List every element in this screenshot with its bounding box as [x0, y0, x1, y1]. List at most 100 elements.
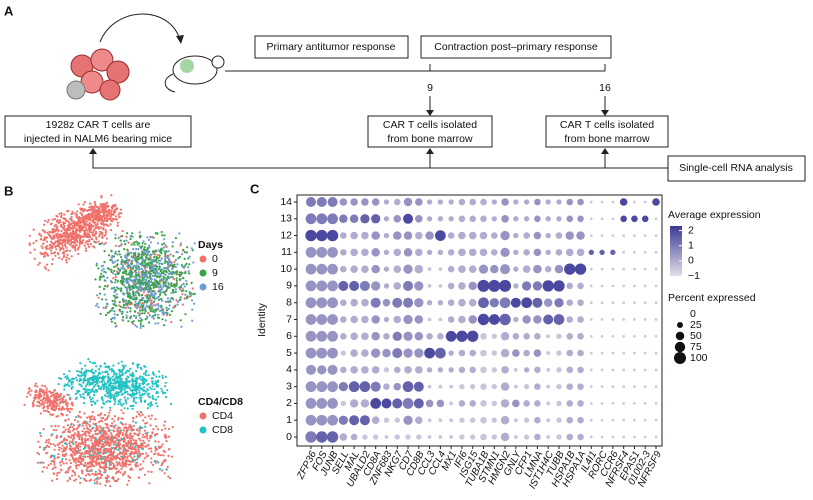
- tsne-point: [112, 450, 115, 453]
- tsne-point: [164, 459, 167, 462]
- tsne-point: [129, 303, 132, 306]
- dot: [393, 198, 401, 206]
- tsne-point: [114, 301, 117, 304]
- tsne-point: [68, 257, 71, 260]
- tsne-point: [64, 228, 67, 231]
- tsne-point: [55, 429, 58, 432]
- dot: [437, 249, 444, 256]
- dot: [371, 366, 380, 374]
- tsne-point: [170, 282, 173, 285]
- tsne-point: [55, 233, 58, 236]
- tsne-point: [155, 425, 158, 428]
- tsne-point: [185, 280, 188, 283]
- tsne-point: [138, 452, 141, 455]
- tsne-point: [157, 440, 160, 443]
- tsne-point: [142, 460, 145, 463]
- tsne-point: [90, 237, 93, 241]
- dot: [393, 282, 402, 290]
- tsne-point: [79, 211, 82, 214]
- dot: [633, 200, 636, 204]
- dot: [479, 231, 488, 240]
- tsne-point: [159, 279, 162, 282]
- tsne-point: [97, 387, 100, 390]
- dot: [370, 398, 382, 409]
- tsne-point: [103, 402, 106, 405]
- dot: [458, 248, 466, 257]
- tsne-point: [188, 295, 191, 298]
- tsne-point: [53, 234, 56, 237]
- tsne-point: [51, 237, 54, 240]
- tsne-point: [131, 381, 134, 384]
- tsne-point: [59, 235, 62, 239]
- tsne-point: [163, 238, 166, 241]
- dot: [619, 198, 628, 206]
- tsne-point: [29, 393, 32, 396]
- tsne-point: [110, 425, 114, 428]
- tsne-point: [92, 447, 95, 450]
- tsne-point: [128, 423, 131, 426]
- tsne-point: [72, 447, 75, 450]
- tsne-point: [105, 387, 108, 390]
- tsne-point: [168, 304, 171, 307]
- tsne-point: [144, 267, 147, 270]
- tsne-point: [193, 242, 196, 245]
- tsne-point: [125, 442, 128, 445]
- tsne-point: [141, 312, 144, 315]
- tsne-point: [191, 308, 194, 311]
- tsne-point: [114, 278, 117, 281]
- dot: [426, 367, 433, 373]
- tsne-point: [110, 456, 113, 459]
- tsne-point: [130, 270, 133, 273]
- tsne-point: [158, 250, 162, 253]
- dot: [643, 318, 647, 321]
- tsne-point: [68, 370, 71, 373]
- tsne-point: [150, 450, 153, 453]
- tsne-point: [148, 275, 152, 278]
- dot: [470, 434, 476, 440]
- tsne-point: [166, 389, 169, 392]
- tsne-point: [133, 384, 136, 387]
- dot: [654, 435, 658, 439]
- tsne-point: [110, 393, 113, 396]
- dot: [438, 418, 443, 423]
- tsne-point: [142, 379, 145, 382]
- tsne-point: [181, 303, 184, 306]
- tsne-point: [174, 288, 177, 291]
- tsne-point: [154, 313, 157, 317]
- tsne-point: [120, 256, 123, 259]
- tsne-point: [55, 248, 58, 251]
- dot: [622, 318, 625, 321]
- dot: [654, 267, 658, 271]
- dot: [305, 213, 317, 225]
- dot: [576, 231, 585, 240]
- tsne-point: [183, 266, 186, 269]
- tsne-point: [45, 441, 48, 444]
- tsne-point: [135, 315, 138, 318]
- dot: [622, 418, 625, 422]
- tsne-point: [94, 227, 97, 230]
- dot: [546, 367, 551, 372]
- legend-swatch: [199, 426, 207, 434]
- tsne-point: [138, 284, 141, 287]
- tsne-point: [158, 446, 161, 449]
- tsne-point: [114, 479, 117, 483]
- dot: [327, 381, 338, 393]
- tsne-point: [161, 376, 164, 380]
- tsne-point: [145, 249, 148, 252]
- tsne-point: [55, 474, 59, 477]
- dot: [459, 434, 465, 440]
- tsne-point: [87, 358, 90, 361]
- tsne-point: [62, 439, 65, 442]
- dot: [458, 282, 466, 290]
- tsne-point: [105, 448, 108, 451]
- tsne-point: [98, 380, 101, 383]
- tsne-point: [84, 214, 87, 217]
- dot: [414, 332, 424, 341]
- tsne-point: [114, 295, 117, 298]
- tsne-point: [114, 250, 117, 253]
- tsne-point: [64, 376, 67, 379]
- tsne-point: [134, 463, 137, 466]
- tsne-point: [58, 212, 61, 215]
- tsne-point: [59, 435, 62, 439]
- tsne-point: [132, 400, 135, 403]
